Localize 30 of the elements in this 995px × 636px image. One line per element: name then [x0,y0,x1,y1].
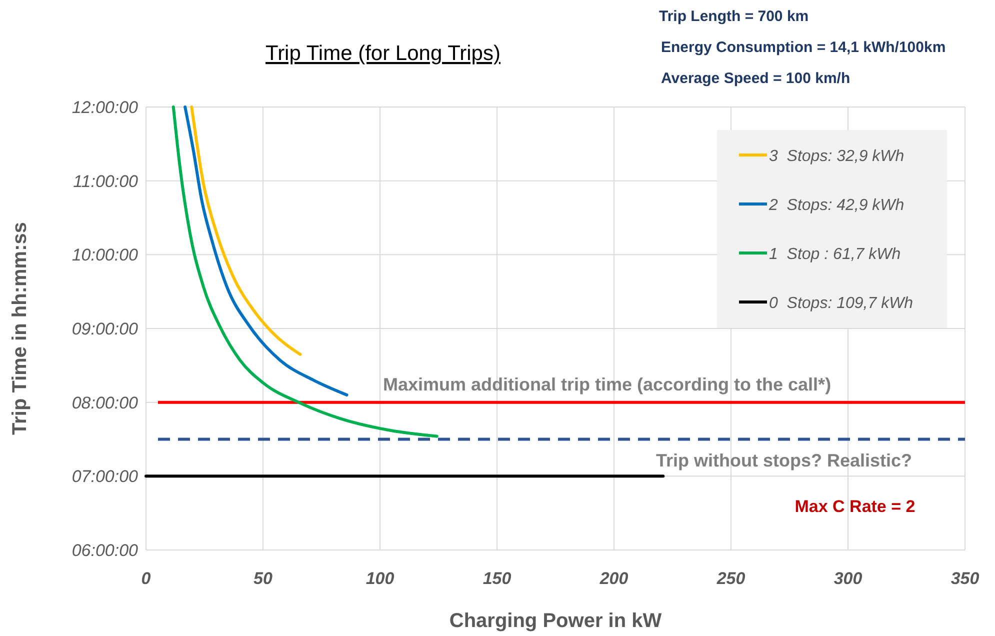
text: Trip Length = 700 km [659,8,809,25]
text: Average Speed = 100 km/h [661,70,850,87]
ref-line-label: Trip without stops? Realistic? [656,450,912,470]
y-tick-label: 08:00:00 [72,393,139,412]
x-tick-label: 150 [482,569,512,588]
y-tick-label: 07:00:00 [72,467,139,486]
y-tick-label: 11:00:00 [73,172,139,191]
annotation: Max C Rate = 2 [794,497,916,516]
line-series [184,106,348,396]
x-axis-title: Charging Power in kW [449,610,662,632]
y-axis-title: Trip Time in hh:mm:ss [9,222,31,435]
y-tick-label: 09:00:00 [72,320,139,338]
legend-label: 1 Stop : 61,7 kWh [769,246,901,263]
legend-label: 2 Stops: 42,9 kWh [768,197,904,214]
y-tick-label: 10:00:00 [72,246,139,265]
chart-title: Trip Time (for Long Trips) [266,42,500,65]
x-tick-label: 100 [366,569,395,588]
x-tick-label: 0 [141,569,152,588]
y-tick-label: 06:00:00 [72,541,139,560]
x-tick-label: 300 [834,569,863,588]
x-tick-label: 200 [598,569,629,588]
legend-label: 0 Stops: 109,7 kWh [769,295,914,312]
text: Energy Consumption = 14,1 kWh/100km [661,39,946,56]
x-tick-label: 350 [950,569,980,588]
legend-label: 3 Stops: 32,9 kWh [769,148,904,165]
x-tick-label: 50 [254,569,273,588]
line-series [190,106,302,356]
x-tick-label: 250 [716,569,746,588]
y-tick-label: 12:00:00 [72,98,139,117]
ref-line-label: Maximum additional trip time (according to the call*) [383,374,832,394]
